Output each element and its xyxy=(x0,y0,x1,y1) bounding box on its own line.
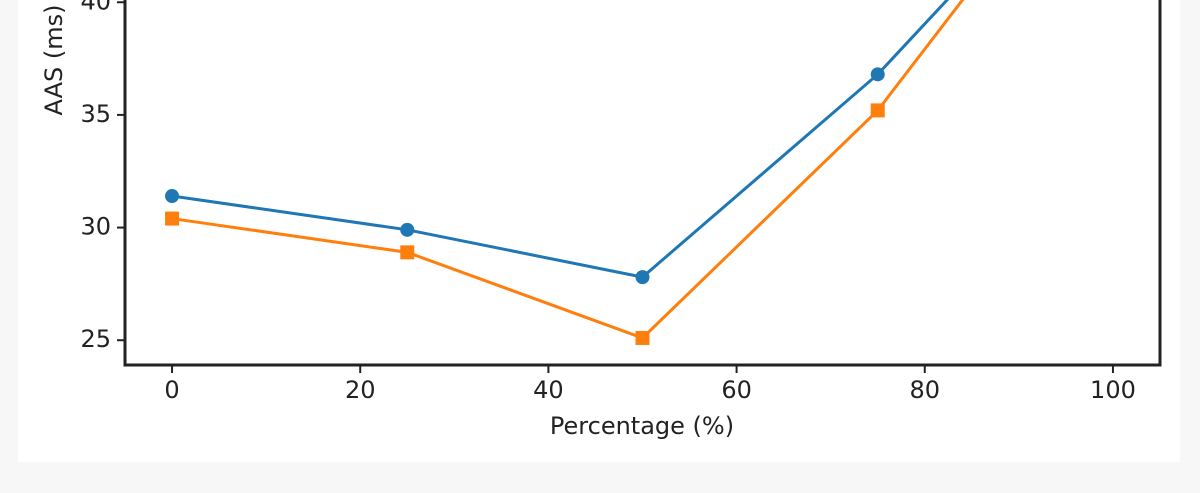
plot-area xyxy=(165,0,965,345)
marker xyxy=(870,67,885,82)
y-tick-label: 40 xyxy=(80,0,111,15)
y-tick-label: 35 xyxy=(80,100,111,128)
x-tick-label: 40 xyxy=(533,376,564,404)
marker xyxy=(165,211,180,226)
axes-frame xyxy=(123,0,1162,367)
x-tick-label: 80 xyxy=(909,376,940,404)
marker xyxy=(635,330,650,345)
x-tick-label: 60 xyxy=(721,376,752,404)
marker xyxy=(635,270,650,285)
marker xyxy=(165,189,180,204)
marker xyxy=(400,222,415,237)
marker xyxy=(870,103,885,118)
panel xyxy=(18,0,1180,462)
x-tick-label: 100 xyxy=(1090,376,1136,404)
x-tick-label: 0 xyxy=(164,376,179,404)
y-axis-label: AAS (ms) xyxy=(40,5,68,116)
x-tick-label: 20 xyxy=(345,376,376,404)
y-tick-label: 25 xyxy=(80,325,111,353)
marker xyxy=(400,245,415,260)
x-axis-label: Percentage (%) xyxy=(550,412,734,440)
y-tick-label: 30 xyxy=(80,213,111,241)
